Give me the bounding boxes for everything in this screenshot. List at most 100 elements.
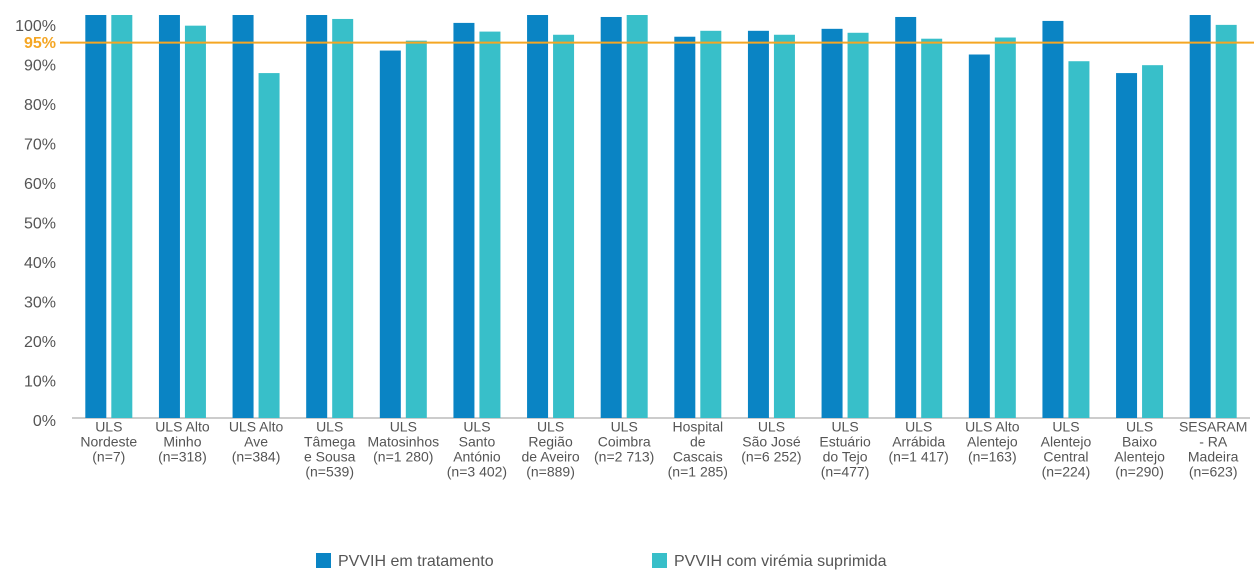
bar [600, 16, 622, 418]
x-tick-label: (n=539) [305, 464, 354, 480]
x-tick-label: Região [528, 434, 573, 450]
bar [1215, 24, 1237, 419]
x-tick-label: Central [1043, 449, 1088, 465]
x-tick-label: (n=1 280) [373, 449, 433, 465]
legend-label: PVVIH com virémia suprimida [674, 553, 887, 570]
x-tick-label: e Sousa [304, 449, 356, 465]
x-tick-label: Estuário [819, 434, 871, 450]
bar [1189, 15, 1211, 418]
y-tick-label: 40% [24, 255, 56, 272]
bar [700, 30, 722, 418]
y-tick-label: 10% [24, 374, 56, 391]
x-tick-label: do Tejo [823, 449, 868, 465]
x-tick-label: ULS Alto [155, 419, 210, 435]
bar [895, 16, 917, 418]
y-tick-label: 100% [15, 18, 56, 35]
bar [1116, 73, 1138, 419]
bar [85, 15, 107, 418]
y-tick-label: 70% [24, 137, 56, 154]
bar [968, 54, 990, 419]
x-tick-label: Coimbra [598, 434, 651, 450]
x-tick-label: (n=889) [526, 464, 575, 480]
x-tick-label: SESARAM [1179, 419, 1247, 435]
x-tick-label: ULS [1126, 419, 1153, 435]
legend-swatch [316, 553, 331, 568]
x-tick-label: (n=163) [968, 449, 1017, 465]
bar [626, 15, 648, 418]
y-tick-label: 20% [24, 334, 56, 351]
x-tick-label: Madeira [1188, 449, 1239, 465]
x-tick-label: Alentejo [1041, 434, 1092, 450]
x-tick-label: Alentejo [1114, 449, 1165, 465]
x-tick-label: (n=1 285) [668, 464, 728, 480]
x-tick-label: (n=290) [1115, 464, 1164, 480]
y-tick-label: 90% [24, 58, 56, 75]
x-tick-label: (n=623) [1189, 464, 1238, 480]
bar [232, 15, 254, 418]
x-tick-label: (n=7) [92, 449, 125, 465]
x-tick-label: Santo [459, 434, 496, 450]
x-tick-label: São José [742, 434, 801, 450]
bar [1042, 20, 1064, 418]
x-tick-label: ULS [758, 419, 785, 435]
x-tick-label: ULS Alto [965, 419, 1020, 435]
x-tick-label: - RA [1199, 434, 1228, 450]
x-tick-label: Baixo [1122, 434, 1157, 450]
bar [405, 40, 427, 419]
x-tick-label: Arrábida [892, 434, 945, 450]
x-tick-label: Tâmega [304, 434, 356, 450]
x-tick-label: ULS Alto [229, 419, 284, 435]
x-tick-label: (n=6 252) [741, 449, 801, 465]
bar [821, 28, 843, 419]
bar [379, 50, 401, 418]
x-tick-label: Hospital [673, 419, 724, 435]
y-tick-label: 80% [24, 97, 56, 114]
x-tick-label: António [453, 449, 501, 465]
y-tick-label: 0% [33, 413, 56, 430]
bar [674, 36, 696, 418]
x-tick-label: ULS [831, 419, 858, 435]
y-tick-label: 30% [24, 295, 56, 312]
y-tick-label: 50% [24, 216, 56, 233]
x-tick-label: (n=318) [158, 449, 207, 465]
x-tick-label: ULS [463, 419, 490, 435]
bar [921, 38, 943, 419]
bar [1068, 61, 1090, 418]
x-tick-label: (n=2 713) [594, 449, 654, 465]
x-tick-label: Alentejo [967, 434, 1018, 450]
bar [553, 34, 575, 418]
bar [994, 37, 1016, 418]
x-tick-label: Matosinhos [368, 434, 440, 450]
x-tick-label: Ave [244, 434, 268, 450]
bar [773, 34, 795, 418]
bar [258, 73, 280, 419]
x-tick-label: (n=384) [232, 449, 281, 465]
x-tick-label: ULS [95, 419, 122, 435]
x-tick-label: ULS [316, 419, 343, 435]
reference-label: 95% [24, 35, 56, 52]
bar [111, 15, 133, 418]
x-tick-label: (n=3 402) [447, 464, 507, 480]
x-tick-label: Nordeste [80, 434, 137, 450]
x-tick-label: de [690, 434, 706, 450]
bar [527, 15, 549, 418]
x-tick-label: (n=1 417) [889, 449, 949, 465]
bar [158, 15, 180, 418]
x-tick-label: (n=224) [1042, 464, 1091, 480]
x-tick-label: ULS [905, 419, 932, 435]
x-tick-label: Cascais [673, 449, 723, 465]
bar [306, 15, 328, 418]
legend-swatch [652, 553, 667, 568]
bar [747, 30, 769, 418]
bar [184, 25, 206, 419]
x-tick-label: ULS [537, 419, 564, 435]
legend-label: PVVIH em tratamento [338, 553, 494, 570]
y-tick-label: 60% [24, 176, 56, 193]
x-tick-label: ULS [1052, 419, 1079, 435]
x-tick-label: Minho [163, 434, 201, 450]
x-tick-label: (n=477) [821, 464, 870, 480]
bar [1142, 65, 1164, 418]
x-tick-label: ULS [390, 419, 417, 435]
bar [453, 22, 475, 419]
